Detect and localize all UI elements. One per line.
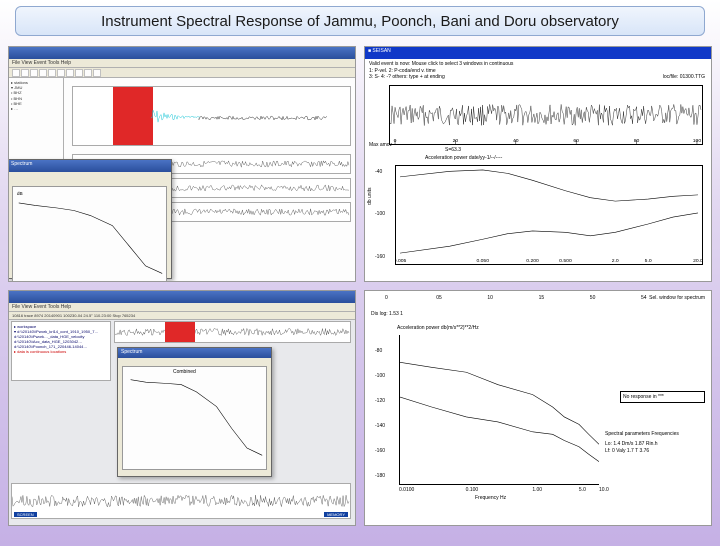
status-right: MEMORY xyxy=(324,512,348,517)
cyan-burst-wave xyxy=(151,97,201,137)
svg-text:2.0: 2.0 xyxy=(612,258,619,264)
toolbar-btn[interactable] xyxy=(39,69,47,77)
panelC-infobar: 10816 trace 8974 20140901 100230-04 24.5… xyxy=(9,312,355,320)
panel-d-spectral: 00510155054 Sel. window for spectrum Dis… xyxy=(364,290,712,526)
spectrum-titlebar[interactable]: Spectrum xyxy=(118,348,271,358)
noise-ylabel: Max amov xyxy=(369,142,392,148)
panelA-main-wave[interactable] xyxy=(72,86,351,146)
panel-b-seisan: ■ SEISAN Valid event is now: Mouse click… xyxy=(364,46,712,282)
status-left: SCREEN xyxy=(14,512,37,517)
page-title: Instrument Spectral Response of Jammu, P… xyxy=(101,13,619,30)
toolbar-btn[interactable] xyxy=(48,69,56,77)
spectrum-plot: dB xyxy=(12,186,167,282)
pd-response-box: No response in *** xyxy=(620,391,705,403)
selection-region[interactable] xyxy=(165,322,195,342)
noise-sublabel: S=63.3 xyxy=(445,147,461,153)
svg-text:0.050: 0.050 xyxy=(476,258,489,264)
spectrum-svg xyxy=(123,367,266,469)
pd-plot-frame[interactable] xyxy=(399,335,599,485)
pd-param-lines: Lo: 1.4 Dm/s 1.87 Rin.hLf: 0 Valy 1.7 T … xyxy=(605,441,705,454)
spectrum-titlebar[interactable]: Spectrum xyxy=(8,160,171,172)
toolbar-btn[interactable] xyxy=(75,69,83,77)
spectrum-ylab: dB xyxy=(17,191,23,197)
wave-svg xyxy=(115,322,350,342)
svg-text:5.0: 5.0 xyxy=(645,258,652,264)
noise-svg: 0 20 40 60 80 100 xyxy=(390,86,702,144)
svg-text:100: 100 xyxy=(693,138,702,144)
panel-grid: File View Event Tools Help ▸ stations ▾ … xyxy=(0,42,720,534)
toolbar-btn[interactable] xyxy=(12,69,20,77)
ylabel-title: Acceleration power db(m/s**2)**2/Hz xyxy=(397,325,479,331)
panelC-titlebar[interactable] xyxy=(9,291,355,303)
panelA-menubar[interactable]: File View Event Tools Help xyxy=(9,59,355,68)
panel-c-app: File View Event Tools Help 10816 trace 8… xyxy=(8,290,356,526)
seisan-titlebar[interactable]: ■ SEISAN xyxy=(365,47,711,59)
panelC-menubar[interactable]: File View Event Tools Help xyxy=(9,303,355,312)
accel-ylabel: db units xyxy=(367,187,373,205)
svg-text:40: 40 xyxy=(513,138,519,144)
panelC-wave[interactable] xyxy=(114,321,351,343)
pd-svg xyxy=(400,335,599,484)
dis-log-label: Dis log: 1.53 1 xyxy=(371,311,403,317)
toolbar-btn[interactable] xyxy=(57,69,65,77)
toolbar-btn[interactable] xyxy=(30,69,38,77)
top-right-label: Sel. window for spectrum xyxy=(649,295,705,301)
seisan-header-text: Valid event is now: Mouse click to selec… xyxy=(365,59,711,83)
seisan-accel-plot[interactable]: 0.005 0.050 0.200 0.500 2.0 5.0 20.0 xyxy=(395,165,703,265)
svg-text:20.0: 20.0 xyxy=(693,258,702,264)
seisan-title: SEISAN xyxy=(372,48,390,54)
svg-text:0: 0 xyxy=(394,138,397,144)
svg-text:60: 60 xyxy=(573,138,579,144)
svg-text:20: 20 xyxy=(453,138,459,144)
panelA-toolbar xyxy=(9,68,355,78)
selection-region[interactable] xyxy=(113,87,153,145)
pd-param-label: Spectral parameters Frequencies xyxy=(605,431,705,437)
spectrum-svg: dB xyxy=(13,187,166,281)
seisan-noise-plot[interactable]: 0 20 40 60 80 100 xyxy=(389,85,703,145)
panelA-spectrum-window[interactable]: Spectrum dB xyxy=(8,159,172,279)
toolbar-btn[interactable] xyxy=(66,69,74,77)
toolbar-btn[interactable] xyxy=(21,69,29,77)
toolbar-btn[interactable] xyxy=(93,69,101,77)
seisan-file-label: loc/file: 01300.TTG xyxy=(663,74,705,80)
svg-text:0.005: 0.005 xyxy=(396,258,407,264)
panelA-titlebar[interactable] xyxy=(9,47,355,59)
panel-a-app: File View Event Tools Help ▸ stations ▾ … xyxy=(8,46,356,282)
panelC-tree[interactable]: ▸ workspace ▾ d:\\20140\\Pwork_krl14_con… xyxy=(11,321,111,381)
accel-svg: 0.005 0.050 0.200 0.500 2.0 5.0 20.0 xyxy=(396,166,702,264)
toolbar-btn[interactable] xyxy=(84,69,92,77)
spectrum-label: Combined xyxy=(173,369,196,375)
response-text: No response in *** xyxy=(623,394,664,400)
spectrum-plot: Combined xyxy=(122,366,267,470)
title-banner: Instrument Spectral Response of Jammu, P… xyxy=(15,6,705,36)
svg-text:0.500: 0.500 xyxy=(559,258,572,264)
tail-wave xyxy=(198,109,328,127)
top-ticks: 00510155054 xyxy=(385,295,641,303)
panelC-spectrum-window[interactable]: Spectrum Combined xyxy=(117,347,272,477)
track-svg xyxy=(12,484,350,518)
pd-xlabel: Frequency Hz xyxy=(475,495,506,501)
svg-text:0.200: 0.200 xyxy=(526,258,539,264)
panelC-bottom-track[interactable]: SCREEN MEMORY xyxy=(11,483,351,519)
accel-title: Acceleration power date/yy-1/--/---- xyxy=(425,155,502,161)
svg-text:80: 80 xyxy=(634,138,640,144)
